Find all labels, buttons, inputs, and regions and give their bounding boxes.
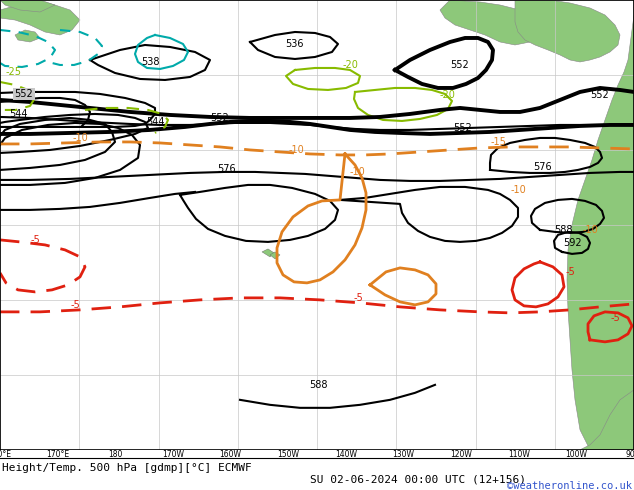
Text: 552: 552 <box>210 113 230 123</box>
Polygon shape <box>0 0 55 12</box>
Text: ©weatheronline.co.uk: ©weatheronline.co.uk <box>507 481 632 490</box>
Text: -25: -25 <box>6 67 22 77</box>
Polygon shape <box>15 30 40 42</box>
Text: 170W: 170W <box>162 450 184 459</box>
Text: 180°E: 180°E <box>0 450 11 459</box>
Text: 150W: 150W <box>277 450 299 459</box>
Text: 552: 552 <box>451 60 469 70</box>
Text: -10: -10 <box>288 145 304 155</box>
Text: 576: 576 <box>533 162 552 172</box>
Text: -5: -5 <box>610 313 620 323</box>
Text: 90W: 90W <box>625 450 634 459</box>
Text: -5: -5 <box>565 267 575 277</box>
Text: Height/Temp. 500 hPa [gdmp][°C] ECMWF: Height/Temp. 500 hPa [gdmp][°C] ECMWF <box>2 463 252 473</box>
Text: 544: 544 <box>9 109 27 119</box>
Text: 552: 552 <box>591 90 609 100</box>
Text: 576: 576 <box>217 164 235 174</box>
Text: 536: 536 <box>285 39 303 49</box>
Text: -5: -5 <box>353 293 363 303</box>
Text: 544: 544 <box>146 117 164 127</box>
Text: -10: -10 <box>349 167 365 177</box>
Text: -20: -20 <box>342 60 358 70</box>
Polygon shape <box>262 249 274 257</box>
Text: -15: -15 <box>490 137 506 147</box>
Polygon shape <box>0 0 80 35</box>
Text: -5: -5 <box>30 235 40 245</box>
Text: 170°E: 170°E <box>46 450 69 459</box>
Polygon shape <box>440 0 545 45</box>
Text: -5: -5 <box>70 300 80 310</box>
Text: 120W: 120W <box>450 450 472 459</box>
Text: 552: 552 <box>453 123 472 133</box>
Text: 538: 538 <box>141 57 159 67</box>
Text: -10: -10 <box>510 185 526 195</box>
Text: 552: 552 <box>15 89 34 99</box>
Text: -10: -10 <box>72 133 88 143</box>
Text: SU 02-06-2024 00:00 UTC (12+156): SU 02-06-2024 00:00 UTC (12+156) <box>310 475 526 485</box>
Text: -10: -10 <box>582 225 598 235</box>
Polygon shape <box>270 252 280 259</box>
Text: 140W: 140W <box>335 450 357 459</box>
Text: 110W: 110W <box>508 450 529 459</box>
Text: 100W: 100W <box>566 450 587 459</box>
Polygon shape <box>580 390 634 450</box>
Text: -20: -20 <box>439 90 455 100</box>
Polygon shape <box>515 0 620 62</box>
Polygon shape <box>567 0 634 450</box>
Text: 160W: 160W <box>219 450 242 459</box>
Text: 130W: 130W <box>392 450 415 459</box>
Text: 588: 588 <box>309 380 327 390</box>
Text: 588: 588 <box>553 225 573 235</box>
Text: 592: 592 <box>563 238 581 248</box>
Text: 180: 180 <box>108 450 122 459</box>
